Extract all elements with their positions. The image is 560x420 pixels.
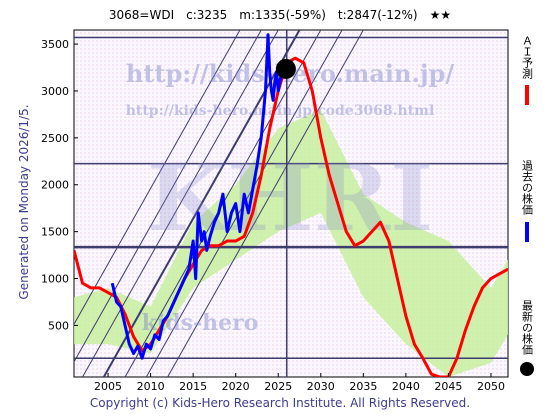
y-tick-label: 1000 [41,273,69,286]
y-tick-label: 2500 [41,132,69,145]
legend-label: 最新の株価 [521,300,534,355]
watermark-logo: KHRI [147,144,433,252]
y-tick-label: 1500 [41,226,69,239]
x-tick-label: 2040 [392,380,420,393]
x-tick-label: 2020 [222,380,250,393]
y-tick-label: 500 [48,319,69,332]
x-tick-label: 2015 [179,380,207,393]
trend-line [74,30,262,363]
copyright-footer: Copyright (c) Kids-Hero Research Institu… [89,396,471,410]
y-tick-label: 2000 [41,179,69,192]
x-tick-label: 2045 [434,380,462,393]
x-tick-label: 2025 [264,380,292,393]
legend-label: 過去の株価 [521,160,534,215]
x-tick-label: 2030 [307,380,335,393]
legend-label: ＡＩ予測 [521,35,534,80]
latest-price-dot [275,58,296,79]
legend-swatch [520,362,534,376]
trend-line [74,30,241,326]
x-tick-label: 2050 [477,380,505,393]
chart-title: 3068=WDI c:3235 m:1335(-59%) t:2847(-12%… [108,8,452,22]
forecast-band [74,109,508,377]
current-price-marker [275,58,296,79]
y-tick-label: 3500 [41,38,69,51]
y-tick-label: 3000 [41,85,69,98]
y-axis-ticks: 500 1000 1500 2000 2500 3000 3500 [41,38,78,332]
x-tick-label: 2005 [94,380,122,393]
watermark-code-url: http://kids-hero.main.jp/code3068.html [126,103,435,119]
forecast-band-area [74,109,508,377]
trend-line [167,30,364,377]
x-axis-ticks: 2005 2010 2015 2020 2025 2030 2035 2040 2045 2050 [94,373,505,393]
x-tick-label: 2010 [137,380,165,393]
past-price-line [110,33,288,360]
x-tick-label: 2035 [349,380,377,393]
trend-line [82,30,279,377]
horizontal-levels [74,36,508,359]
